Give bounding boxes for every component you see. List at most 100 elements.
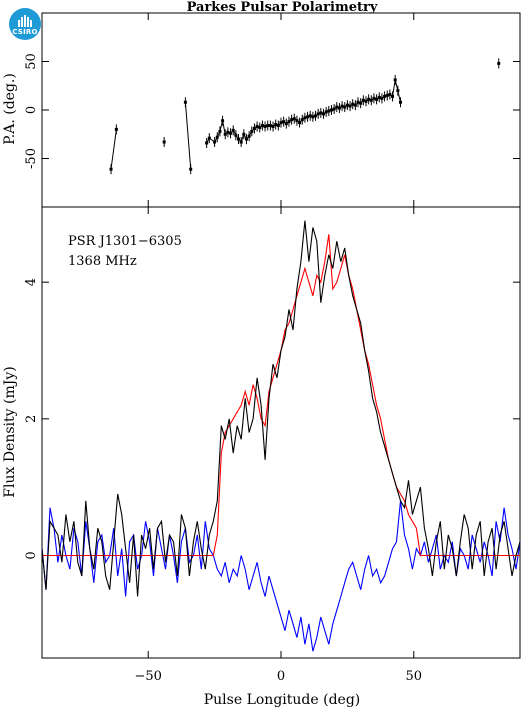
pa-point xyxy=(388,92,392,96)
pa-point xyxy=(319,111,323,115)
pa-point xyxy=(367,97,371,101)
pa-point xyxy=(260,124,264,128)
pa-point xyxy=(276,124,280,128)
pa-point xyxy=(300,118,304,122)
pa-point xyxy=(266,124,270,128)
top-y-axis-label: P.A. (deg.) xyxy=(2,73,18,145)
pa-point xyxy=(263,124,267,128)
pa-point xyxy=(343,105,347,109)
pa-point xyxy=(242,132,246,136)
pa-point xyxy=(162,140,166,144)
top-y-tick-label: -50 xyxy=(24,148,39,169)
pa-point xyxy=(329,108,333,112)
pa-point xyxy=(282,120,286,124)
pa-point xyxy=(383,94,387,98)
pa-point xyxy=(287,120,291,124)
pa-point xyxy=(295,119,299,123)
pa-point xyxy=(258,125,262,129)
pa-point xyxy=(213,140,217,144)
total-intensity-line xyxy=(41,220,521,597)
pa-point xyxy=(385,93,389,97)
pa-point xyxy=(391,94,395,98)
pa-point xyxy=(221,119,225,123)
bottom-y-tick-label: 2 xyxy=(24,415,39,423)
pa-point xyxy=(393,78,397,82)
circular-polarization-line xyxy=(41,500,521,652)
pa-point xyxy=(290,118,294,122)
pa-point xyxy=(324,110,328,114)
pa-point xyxy=(375,97,379,101)
pa-point xyxy=(114,127,118,131)
pa-point xyxy=(335,105,339,109)
pa-point xyxy=(377,95,381,99)
top-y-tick-label: 50 xyxy=(24,53,39,70)
bottom-y-axis-label: Flux Density (mJy) xyxy=(2,366,18,497)
pa-point xyxy=(308,114,312,118)
pa-point xyxy=(239,140,243,144)
pa-point xyxy=(229,131,233,135)
pa-point xyxy=(274,123,278,127)
pa-point xyxy=(351,102,355,106)
pa-point xyxy=(337,106,341,110)
pa-point xyxy=(226,130,230,134)
pa-point xyxy=(268,124,272,128)
logo-text: CSIRO xyxy=(12,28,38,36)
pa-point xyxy=(247,134,251,138)
pa-point xyxy=(399,100,402,104)
pa-point xyxy=(311,115,315,119)
x-axis-label: Pulse Longitude (deg) xyxy=(204,692,361,708)
pa-point xyxy=(215,135,219,139)
pa-point xyxy=(348,104,352,108)
pa-point xyxy=(314,114,318,118)
pa-point xyxy=(356,100,360,104)
pa-point xyxy=(353,103,357,107)
pa-point xyxy=(497,61,501,65)
top-plot-frame xyxy=(41,12,521,208)
csiro-logo: CSIRO xyxy=(9,8,41,40)
pa-point xyxy=(252,126,256,130)
top-y-tick-label: 0 xyxy=(24,106,39,114)
pa-point xyxy=(303,116,307,120)
pa-point xyxy=(183,100,187,104)
pa-point xyxy=(231,128,235,132)
pa-point xyxy=(189,167,193,171)
pa-point xyxy=(279,121,283,125)
pa-point xyxy=(340,104,344,108)
pa-point xyxy=(223,132,227,136)
pa-curve xyxy=(184,102,192,170)
pa-point xyxy=(271,124,275,128)
pa-curve xyxy=(110,129,117,170)
pa-point xyxy=(396,89,400,93)
frequency-label: 1368 MHz xyxy=(68,254,137,269)
pulsar-name-label: PSR J1301−6305 xyxy=(68,234,182,249)
pa-point xyxy=(321,112,325,116)
pa-point xyxy=(332,107,336,111)
bottom-y-tick-label: 0 xyxy=(24,551,39,559)
pa-point xyxy=(316,112,320,116)
pa-point xyxy=(284,122,288,126)
pa-point xyxy=(109,167,113,171)
pa-point xyxy=(359,101,363,105)
pa-point xyxy=(306,115,310,119)
linear-polarization-line xyxy=(42,234,520,557)
position-angle-panel: -50 0 50 xyxy=(24,12,521,208)
bottom-y-tick-label: 4 xyxy=(24,278,39,286)
pa-point xyxy=(218,129,222,133)
chart-title: Parkes Pulsar Polarimetry xyxy=(187,0,378,15)
pa-point xyxy=(237,137,241,141)
bottom-plot-frame xyxy=(41,206,521,659)
pa-point xyxy=(207,136,211,140)
pa-point xyxy=(327,109,331,113)
pa-point xyxy=(369,98,373,102)
pa-point xyxy=(380,96,384,100)
pa-point xyxy=(234,133,238,137)
bottom-x-tick-label: −50 xyxy=(135,669,162,684)
pa-point xyxy=(298,121,302,125)
flux-density-panel: 0 2 4 −50 0 50 xyxy=(24,206,521,684)
bottom-x-tick-label: 50 xyxy=(406,669,423,684)
bottom-x-tick-label: 0 xyxy=(277,669,285,684)
pa-point xyxy=(292,117,296,121)
pa-point xyxy=(250,129,254,133)
pa-point xyxy=(372,96,376,100)
